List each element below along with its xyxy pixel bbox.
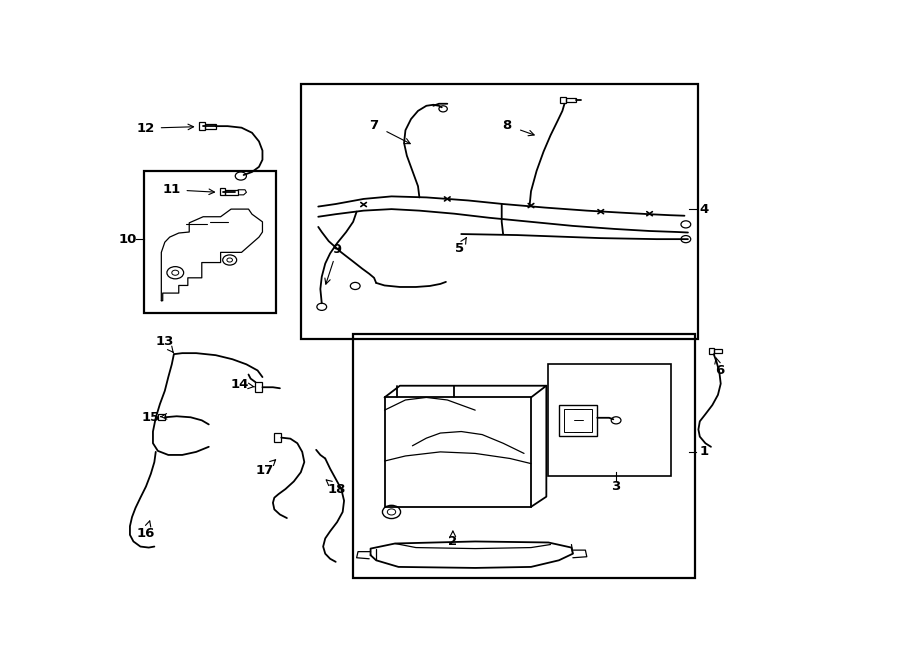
Bar xyxy=(256,382,263,393)
Text: 2: 2 xyxy=(448,535,457,548)
Text: 8: 8 xyxy=(502,118,511,132)
Bar xyxy=(158,414,165,420)
Text: 10: 10 xyxy=(119,233,137,246)
Text: 1: 1 xyxy=(699,446,708,458)
Bar xyxy=(301,85,698,339)
Bar xyxy=(274,433,282,442)
Text: 12: 12 xyxy=(137,122,155,135)
Text: 3: 3 xyxy=(611,480,621,493)
Text: 11: 11 xyxy=(163,183,181,196)
Bar xyxy=(564,409,592,432)
Text: 6: 6 xyxy=(715,364,724,377)
Text: 9: 9 xyxy=(332,243,342,256)
Text: 18: 18 xyxy=(328,483,346,496)
Bar xyxy=(384,397,531,507)
Text: 15: 15 xyxy=(141,410,160,424)
Bar xyxy=(566,98,576,102)
Text: 17: 17 xyxy=(256,464,274,477)
Text: 7: 7 xyxy=(370,118,379,132)
Bar xyxy=(199,122,204,130)
Text: 14: 14 xyxy=(230,378,248,391)
Bar xyxy=(548,364,670,477)
Bar xyxy=(204,124,216,129)
Bar xyxy=(144,171,276,313)
Text: 4: 4 xyxy=(699,203,708,215)
Bar xyxy=(353,334,695,578)
Bar xyxy=(220,188,226,196)
Text: 5: 5 xyxy=(455,242,464,254)
Text: 13: 13 xyxy=(156,335,174,348)
Bar xyxy=(559,405,598,436)
Bar xyxy=(226,190,238,195)
Text: 16: 16 xyxy=(137,527,155,540)
Bar xyxy=(709,348,714,354)
Bar xyxy=(714,349,722,353)
Bar xyxy=(561,97,566,103)
